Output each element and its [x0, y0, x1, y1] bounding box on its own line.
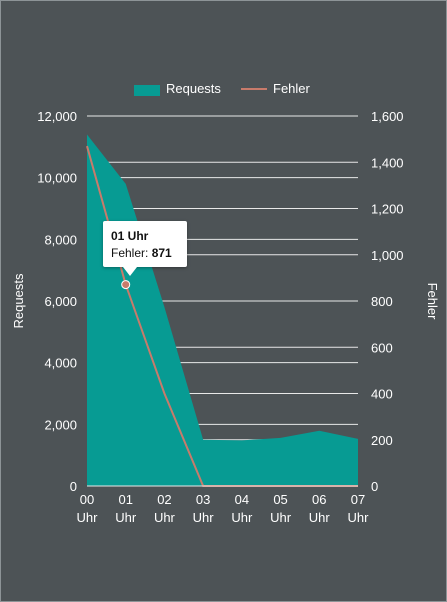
y-tick-label-right: 1,400	[371, 155, 404, 170]
y-axis-title-right: Fehler	[425, 283, 440, 321]
data-point-fehler-highlight[interactable]	[121, 280, 131, 290]
y-tick-label-right: 0	[371, 479, 378, 494]
y-tick-label-right: 200	[371, 433, 393, 448]
legend-label-fehler[interactable]: Fehler	[273, 81, 310, 96]
y-tick-label-right: 1,200	[371, 202, 404, 217]
x-tick-label: 03 Uhr	[193, 492, 215, 525]
y-axis-title-left: Requests	[11, 273, 26, 328]
chart-tooltip: 01 Uhr Fehler: 871	[103, 221, 187, 276]
x-tick-label: 02 Uhr	[154, 492, 176, 525]
tooltip-series-label: Fehler:	[111, 246, 152, 260]
x-tick-label: 04 Uhr	[231, 492, 253, 525]
tooltip-line: Fehler: 871	[111, 245, 187, 262]
y-tick-label-left: 2,000	[44, 417, 77, 432]
y-tick-label-left: 8,000	[44, 232, 77, 247]
x-tick-label: 05 Uhr	[270, 492, 292, 525]
y-tick-label-left: 4,000	[44, 356, 77, 371]
y-tick-label-right: 400	[371, 387, 393, 402]
x-tick-label: 07 Uhr	[348, 492, 370, 525]
tooltip-value: 871	[151, 246, 172, 260]
series-area-requests[interactable]	[87, 134, 358, 487]
y-tick-label-left: 6,000	[44, 294, 77, 309]
legend-symbol-requests[interactable]	[134, 85, 160, 96]
legend-label-requests[interactable]: Requests	[166, 81, 221, 96]
y-tick-label-right: 800	[371, 294, 393, 309]
y-tick-label-left: 12,000	[37, 109, 77, 124]
y-tick-label-right: 1,600	[371, 109, 404, 124]
y-tick-label-right: 1,000	[371, 248, 404, 263]
x-tick-label: 01 Uhr	[115, 492, 137, 525]
tooltip-title: 01 Uhr	[111, 229, 149, 243]
y-tick-label-left: 0	[70, 479, 77, 494]
y-tick-label-right: 600	[371, 340, 393, 355]
x-tick-label: 00 Uhr	[77, 492, 99, 525]
x-tick-label: 06 Uhr	[309, 492, 331, 525]
y-tick-label-left: 10,000	[37, 171, 77, 186]
